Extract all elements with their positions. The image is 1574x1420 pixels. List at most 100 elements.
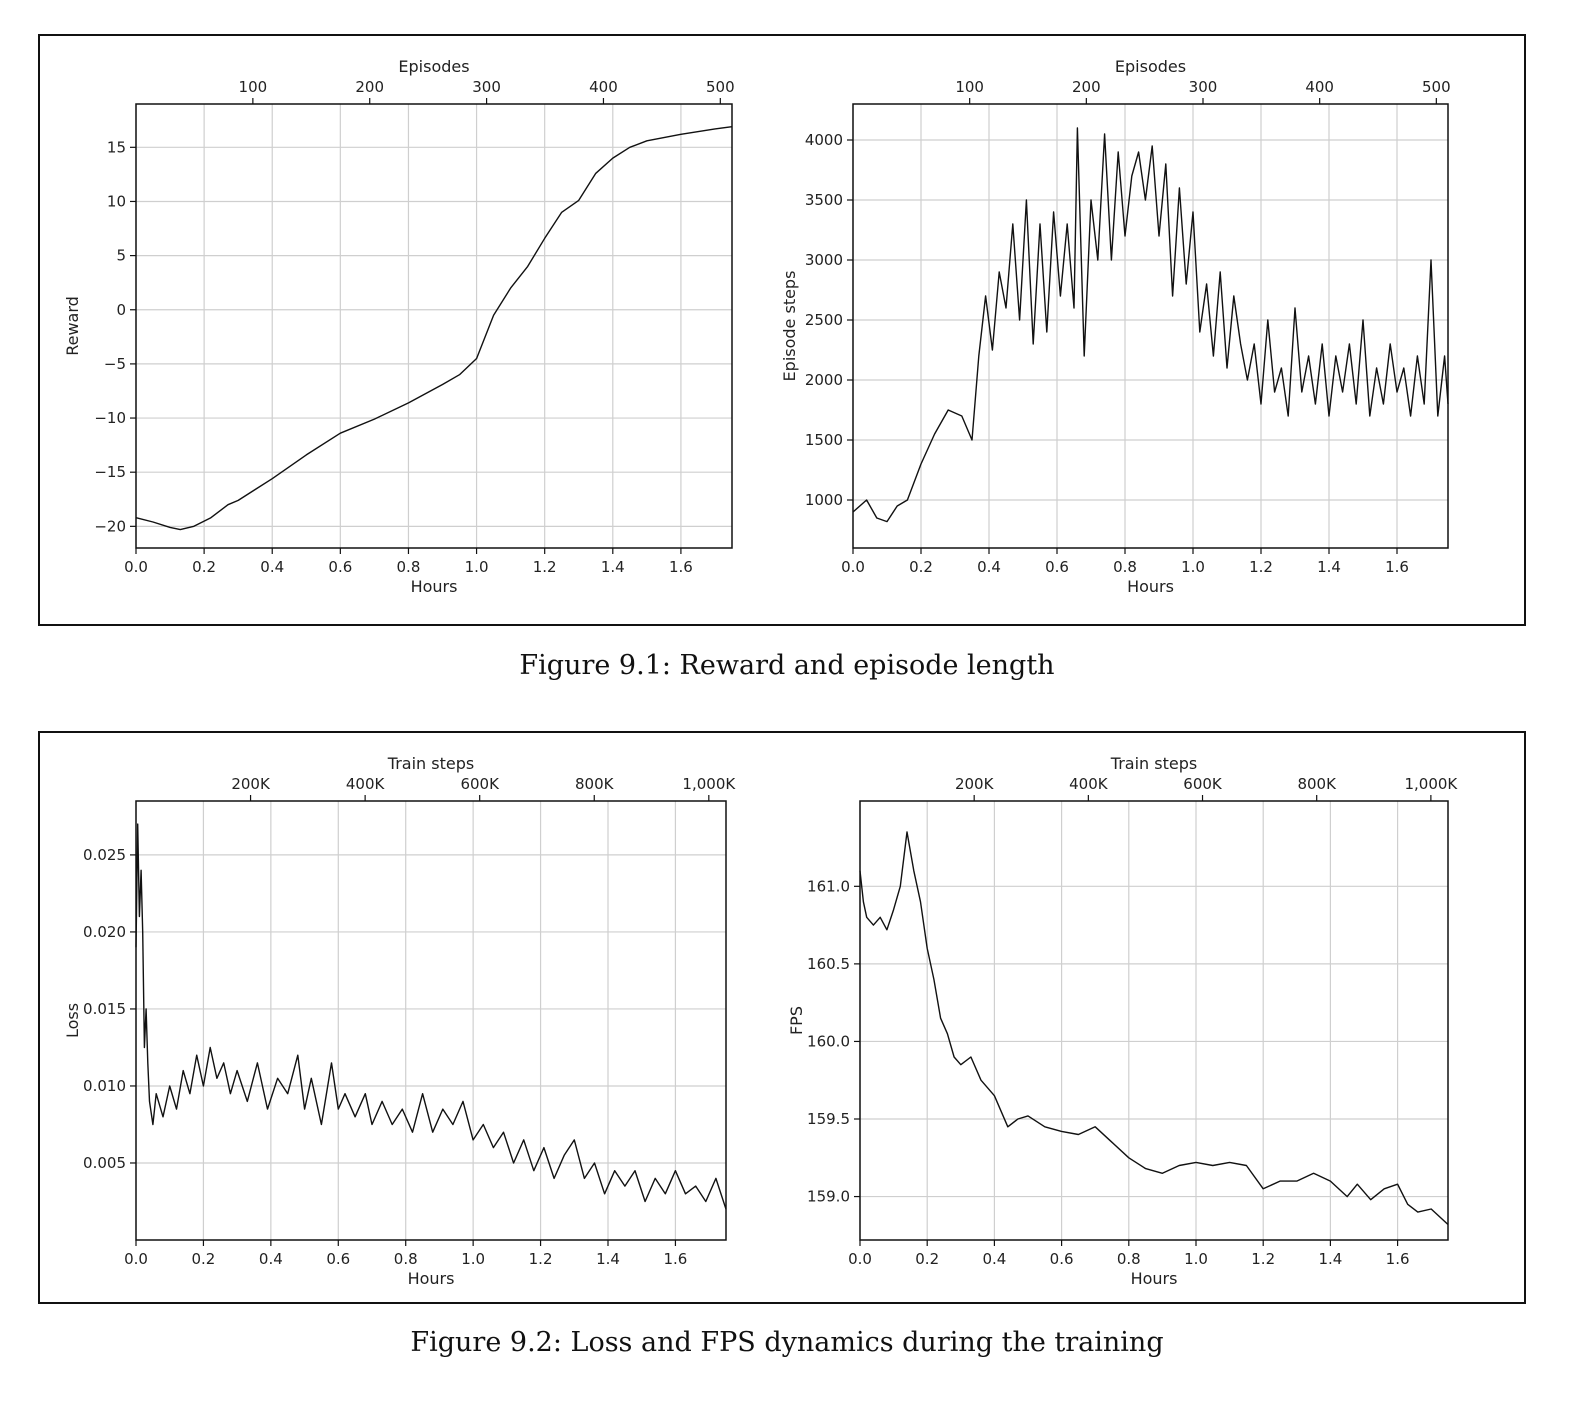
top-tick-label: 1,000K — [1404, 775, 1458, 793]
y-tick-label: 2000 — [805, 371, 843, 389]
y-tick-label: 160.5 — [807, 955, 850, 973]
x-tick-label: 1.0 — [465, 558, 489, 576]
top-tick-label: 600K — [460, 775, 500, 793]
y-axis-label: Episode steps — [780, 271, 799, 382]
x-tick-label: 1.0 — [1184, 1250, 1208, 1268]
x-tick-label: 0.4 — [977, 558, 1001, 576]
top-tick-label: 500 — [1422, 78, 1451, 96]
x-tick-label: 0.4 — [982, 1250, 1006, 1268]
x-axis-label: Hours — [1127, 577, 1174, 596]
y-tick-label: 2500 — [805, 311, 843, 329]
top-tick-label: 100 — [239, 78, 268, 96]
y-tick-label: 0.005 — [83, 1154, 126, 1172]
x-tick-label: 1.2 — [1251, 1250, 1275, 1268]
x-tick-label: 1.0 — [461, 1250, 485, 1268]
top-tick-label: 1,000K — [682, 775, 736, 793]
top-tick-label: 400K — [1069, 775, 1109, 793]
x-axis-label: Hours — [408, 1269, 455, 1288]
x-tick-label: 0.6 — [328, 558, 352, 576]
x-tick-label: 0.0 — [124, 1250, 148, 1268]
top-axis-label: Train steps — [387, 754, 474, 773]
figure-9-1-caption: Figure 9.1: Reward and episode length — [519, 650, 1055, 681]
x-tick-label: 0.4 — [259, 1250, 283, 1268]
y-axis-label: FPS — [787, 1006, 806, 1035]
y-tick-label: 160.0 — [807, 1032, 850, 1050]
x-tick-label: 0.6 — [326, 1250, 350, 1268]
top-axis-label: Episodes — [398, 57, 469, 76]
x-tick-label: 1.2 — [533, 558, 557, 576]
x-tick-label: 0.0 — [124, 558, 148, 576]
top-tick-label: 400K — [346, 775, 386, 793]
y-tick-label: 0.015 — [83, 1000, 126, 1018]
y-axis-label: Reward — [63, 296, 82, 356]
x-tick-label: 1.2 — [1249, 558, 1273, 576]
x-tick-label: 1.4 — [1318, 1250, 1342, 1268]
x-tick-label: 1.6 — [1386, 1250, 1410, 1268]
top-tick-label: 200K — [231, 775, 271, 793]
x-tick-label: 0.2 — [192, 558, 216, 576]
y-tick-label: 0.025 — [83, 846, 126, 864]
series-line — [135, 126, 733, 531]
y-tick-label: 0.020 — [83, 923, 126, 941]
y-tick-label: 1000 — [805, 491, 843, 509]
plot-frame — [135, 800, 727, 1241]
reward-chart: 0.0 0.2 0.4 0.6 0.8 1.0 1.2 1.4 1.6 15 10 5 0 −5 −10 −1… — [63, 57, 735, 596]
y-tick-label: 3000 — [805, 251, 843, 269]
y-tick-label: 1500 — [805, 431, 843, 449]
figure-9-1-panel: 0.0 0.2 0.4 0.6 0.8 1.0 1.2 1.4 1.6 15 10 5 0 −5 −10 −1… — [38, 34, 1526, 626]
figure-9-2-panel: 0.0 0.2 0.4 0.6 0.8 1.0 1.2 1.4 1.6 0.025 0.020 0.0… — [38, 731, 1526, 1304]
y-tick-label: −10 — [94, 409, 126, 427]
top-tick-label: 200K — [955, 775, 995, 793]
x-tick-label: 1.4 — [601, 558, 625, 576]
x-tick-label: 0.2 — [191, 1250, 215, 1268]
x-tick-label: 0.0 — [841, 558, 865, 576]
x-tick-label: 0.8 — [394, 1250, 418, 1268]
top-tick-label: 200 — [355, 78, 384, 96]
top-tick-label: 600K — [1183, 775, 1223, 793]
x-tick-label: 0.2 — [915, 1250, 939, 1268]
x-tick-label: 1.6 — [1385, 558, 1409, 576]
series-line — [852, 127, 1449, 523]
y-tick-label: 159.5 — [807, 1110, 850, 1128]
episode-steps-chart: 0.0 0.2 0.4 0.6 0.8 1.0 1.2 1.4 1.6 4000 3500 3000 2… — [780, 57, 1451, 596]
y-tick-label: 0 — [116, 301, 126, 319]
x-tick-label: 1.2 — [529, 1250, 553, 1268]
x-tick-label: 1.6 — [663, 1250, 687, 1268]
x-tick-label: 0.8 — [1117, 1250, 1141, 1268]
y-axis-label: Loss — [63, 1003, 82, 1038]
x-tick-label: 0.6 — [1045, 558, 1069, 576]
top-tick-label: 400 — [589, 78, 618, 96]
y-tick-label: 0.010 — [83, 1077, 126, 1095]
y-tick-label: −5 — [104, 355, 126, 373]
top-tick-label: 300 — [472, 78, 501, 96]
figure-9-2-caption: Figure 9.2: Loss and FPS dynamics during… — [410, 1327, 1164, 1358]
series-line — [859, 831, 1449, 1226]
y-tick-label: 161.0 — [807, 877, 850, 895]
y-tick-label: 10 — [107, 192, 126, 210]
y-tick-label: 5 — [116, 247, 126, 265]
plot-frame — [135, 103, 733, 549]
x-tick-label: 0.4 — [260, 558, 284, 576]
top-tick-label: 300 — [1189, 78, 1218, 96]
plot-frame — [852, 103, 1449, 549]
top-tick-label: 400 — [1305, 78, 1334, 96]
x-tick-label: 0.8 — [1113, 558, 1137, 576]
x-axis-label: Hours — [411, 577, 458, 596]
series-line — [135, 823, 727, 1210]
x-tick-label: 0.2 — [909, 558, 933, 576]
x-axis-label: Hours — [1131, 1269, 1178, 1288]
y-tick-label: 159.0 — [807, 1188, 850, 1206]
top-axis-label: Train steps — [1110, 754, 1197, 773]
y-tick-label: −20 — [94, 517, 126, 535]
y-tick-label: 15 — [107, 138, 126, 156]
x-tick-label: 1.6 — [669, 558, 693, 576]
loss-chart: 0.0 0.2 0.4 0.6 0.8 1.0 1.2 1.4 1.6 0.025 0.020 0.0… — [63, 754, 736, 1288]
top-tick-label: 200 — [1072, 78, 1101, 96]
y-tick-label: 4000 — [805, 131, 843, 149]
x-tick-label: 0.8 — [397, 558, 421, 576]
figure-9-2-svg: 0.0 0.2 0.4 0.6 0.8 1.0 1.2 1.4 1.6 0.025 0.020 0.0… — [63, 754, 1458, 1288]
x-tick-label: 1.4 — [1317, 558, 1341, 576]
top-axis-label: Episodes — [1115, 57, 1186, 76]
x-tick-label: 0.0 — [848, 1250, 872, 1268]
x-tick-label: 0.6 — [1050, 1250, 1074, 1268]
